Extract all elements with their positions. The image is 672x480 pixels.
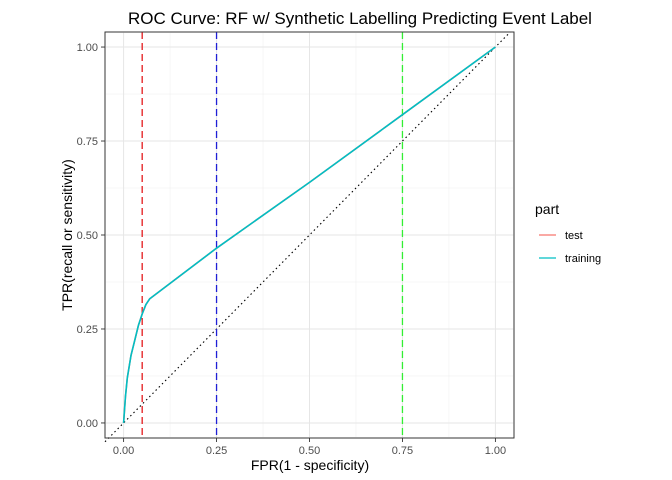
x-axis: 0.00 0.25 0.50 0.75 1.00 [113,438,506,457]
y-tick-label: 0.00 [77,418,98,430]
x-tick-label: 0.75 [392,445,413,457]
reference-lines [104,31,511,443]
legend-label-training: training [565,253,601,265]
legend-label-test: test [565,230,583,242]
y-tick-label: 0.25 [77,324,98,336]
y-axis: 0.00 0.25 0.50 0.75 1.00 [77,42,105,430]
legend-title: part [535,201,559,217]
y-tick-label: 0.75 [77,136,98,148]
legend: part test training [535,201,601,265]
x-tick-label: 0.00 [113,445,134,457]
y-tick-label: 0.50 [77,230,98,242]
roc-series [122,46,496,424]
series-line-training [122,46,496,424]
x-tick-label: 0.25 [206,445,227,457]
reference-diagonal-line [104,31,511,443]
x-tick-label: 0.50 [299,445,320,457]
y-axis-title: TPR(recall or sensitivity) [59,159,75,311]
chart-title: ROC Curve: RF w/ Synthetic Labelling Pre… [128,9,592,28]
x-tick-label: 1.00 [485,445,506,457]
y-tick-label: 1.00 [77,42,98,54]
x-axis-title: FPR(1 - specificity) [251,457,369,473]
